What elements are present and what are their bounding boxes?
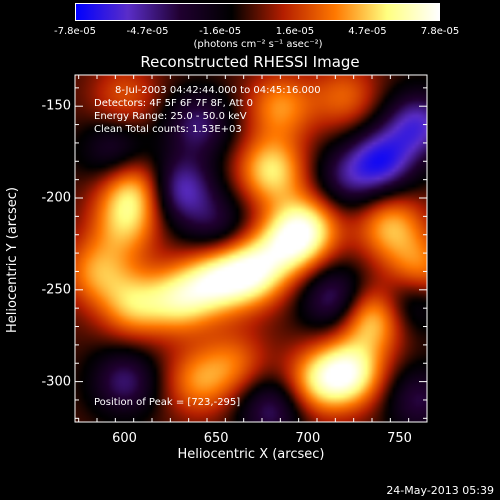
x-tick-label: 750 [387, 431, 412, 446]
colorbar-tick-label: 4.7e-05 [348, 26, 387, 37]
annotation-detectors: Detectors: 4F 5F 6F 7F 8F, Att 0 [94, 98, 254, 109]
y-tick-label: -300 [41, 374, 71, 390]
colorbar-tick-label: -7.8e-05 [54, 26, 96, 37]
axis-ticks [75, 75, 428, 422]
plot-frame [74, 74, 428, 423]
y-tick-label: -250 [41, 282, 71, 298]
colorbar [75, 3, 440, 21]
annotation-energy: Energy Range: 25.0 - 50.0 keV [94, 111, 247, 122]
x-tick-label: 600 [112, 431, 137, 446]
footer-timestamp: 24-May-2013 05:39 [386, 484, 494, 497]
chart-title: Reconstructed RHESSI Image [140, 53, 360, 71]
colorbar-tick-label: 1.6e-05 [275, 26, 315, 37]
colorbar-tick-label: -1.6e-05 [199, 26, 242, 37]
x-tick-label: 650 [203, 431, 229, 446]
y-axis-label: Heliocentric Y (arcsec) [5, 187, 20, 333]
x-axis-label: Heliocentric X (arcsec) [177, 447, 325, 462]
colorbar-tick-label: -4.7e-05 [126, 26, 169, 37]
annotation-clean: Clean Total counts: 1.53E+03 [94, 124, 242, 135]
annotation-peak-position: Position of Peak = [723,-295] [94, 397, 241, 408]
annotation-time-range: 8-Jul-2003 04:42:44.000 to 04:45:16.000 [115, 85, 321, 96]
y-tick-label: -150 [41, 98, 71, 114]
colorbar-tick-label: 7.8e-05 [420, 26, 460, 37]
x-tick-label: 700 [295, 431, 321, 446]
y-tick-label: -200 [41, 190, 71, 206]
colorbar-unit-label: (photons cm⁻² s⁻¹ asec⁻²) [193, 39, 323, 50]
heatmap-image [75, 75, 427, 422]
